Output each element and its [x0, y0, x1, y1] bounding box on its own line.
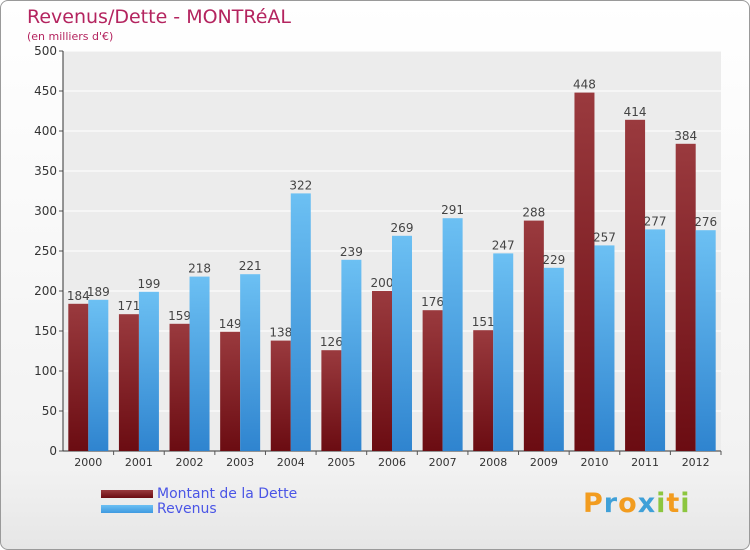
data-label-dette: 138	[269, 326, 292, 340]
x-tick-label: 2003	[226, 456, 254, 469]
bar-revenus	[138, 291, 159, 451]
logo-letter: P	[583, 488, 604, 519]
bar-revenus	[88, 299, 109, 451]
bar-revenus	[189, 276, 210, 451]
data-label-revenus: 189	[87, 285, 110, 299]
x-tick-label: 2004	[277, 456, 305, 469]
data-label-revenus: 269	[391, 221, 414, 235]
bar-dette	[523, 220, 544, 451]
data-label-revenus: 276	[694, 215, 717, 229]
data-label-dette: 176	[421, 295, 444, 309]
data-label-dette: 414	[624, 105, 647, 119]
y-tick-label: 50	[42, 404, 57, 418]
y-tick-label: 200	[34, 284, 57, 298]
y-tick-label: 450	[34, 84, 57, 98]
legend-swatch-dette	[101, 490, 153, 498]
y-tick-label: 150	[34, 324, 57, 338]
data-label-dette: 126	[320, 335, 343, 349]
logo-letter: x	[637, 488, 657, 519]
bar-revenus	[240, 274, 261, 451]
bar-revenus	[543, 267, 564, 451]
bar-dette	[270, 340, 291, 451]
legend-label-revenus: Revenus	[157, 501, 217, 517]
x-tick-label: 2010	[580, 456, 608, 469]
y-tick-label: 350	[34, 164, 57, 178]
bar-dette	[321, 350, 342, 451]
legend-label-dette: Montant de la Dette	[157, 486, 298, 502]
data-label-dette: 184	[67, 289, 90, 303]
y-tick-label: 400	[34, 124, 57, 138]
bar-revenus	[442, 218, 463, 451]
bar-revenus	[695, 230, 716, 451]
logo-letter: i	[656, 488, 667, 519]
data-label-dette: 171	[117, 299, 140, 313]
proxiti-logo: Proxiti	[583, 488, 691, 519]
legend-swatch-revenus	[101, 505, 153, 513]
data-label-revenus: 277	[644, 214, 667, 228]
data-label-dette: 151	[472, 315, 495, 329]
bar-dette	[372, 291, 392, 451]
data-label-dette: 200	[371, 276, 394, 290]
data-label-revenus: 291	[441, 203, 464, 217]
x-tick-label: 2001	[125, 456, 153, 469]
bar-dette	[68, 303, 89, 451]
data-label-dette: 448	[573, 78, 596, 92]
bar-revenus	[645, 229, 666, 451]
bar-revenus	[493, 253, 514, 451]
x-tick-label: 2002	[176, 456, 204, 469]
bar-revenus	[290, 193, 311, 451]
y-tick-label: 100	[34, 364, 57, 378]
logo-letter: r	[603, 488, 619, 519]
data-label-revenus: 239	[340, 245, 363, 259]
data-label-revenus: 221	[239, 259, 262, 273]
x-tick-label: 2006	[378, 456, 406, 469]
logo-letter: i	[680, 488, 691, 519]
y-tick-label: 0	[49, 444, 57, 458]
data-label-dette: 149	[219, 317, 242, 331]
x-tick-label: 2012	[682, 456, 710, 469]
x-tick-label: 2000	[74, 456, 102, 469]
bar-dette	[422, 310, 443, 451]
y-tick-label: 500	[34, 44, 57, 58]
bar-dette	[220, 331, 241, 451]
logo-letter: t	[666, 488, 681, 519]
bar-dette	[169, 323, 190, 451]
data-label-revenus: 322	[289, 178, 312, 192]
x-tick-label: 2005	[327, 456, 355, 469]
bar-dette	[625, 119, 646, 452]
bar-dette	[574, 92, 595, 451]
data-label-dette: 288	[522, 206, 545, 220]
bar-revenus	[341, 259, 362, 451]
x-tick-label: 2009	[530, 456, 558, 469]
page-title: Revenus/Dette - MONTRéAL	[27, 6, 291, 28]
x-tick-label: 2008	[479, 456, 507, 469]
y-tick-label: 300	[34, 204, 57, 218]
data-label-revenus: 257	[593, 230, 616, 244]
bar-revenus	[594, 245, 615, 451]
page-subtitle: (en milliers d'€)	[27, 30, 114, 43]
data-label-dette: 159	[168, 309, 191, 323]
bar-dette	[675, 143, 696, 452]
data-label-revenus: 229	[542, 253, 565, 267]
data-label-dette: 384	[674, 129, 697, 143]
bar-revenus	[392, 235, 412, 451]
x-tick-label: 2011	[631, 456, 659, 469]
bar-dette	[473, 330, 494, 451]
data-label-revenus: 218	[188, 262, 211, 276]
data-label-revenus: 199	[137, 277, 160, 291]
x-tick-label: 2007	[429, 456, 457, 469]
bar-dette	[118, 314, 139, 451]
logo-letter: o	[618, 488, 638, 519]
y-tick-label: 250	[34, 244, 57, 258]
data-label-revenus: 247	[492, 238, 515, 252]
